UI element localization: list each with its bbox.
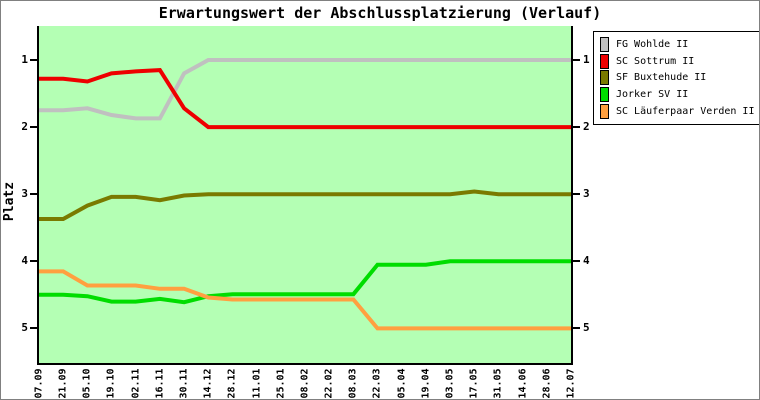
y-tick-mark-left [30,327,37,330]
series-line-sc-sottrum-ii [39,68,571,130]
x-tick-label-text: 19.04 [420,368,432,399]
y-tick-mark-right [573,59,580,61]
x-tick-label-text: 02.11 [130,368,142,399]
x-tick-label-text: 08.02 [299,368,311,399]
y-tick-label-right: 1 [583,53,590,66]
x-tick-label-text: 12.07 [565,368,577,399]
x-tick-label-text: 14.06 [517,368,529,399]
x-tick-label-text: 16.11 [154,368,166,399]
y-tick-label-right: 3 [583,187,590,201]
legend-label: SC Sottrum II [616,55,695,67]
series-line-sc-l-uferpaar-verden-ii [39,269,571,331]
y-tick-mark-left [30,59,37,61]
legend-label: SF Buxtehude II [616,72,707,84]
legend-swatch-icon [600,70,609,86]
y-tick-mark-right [573,260,580,263]
y-tick-mark-right [573,193,580,196]
x-tick-label-text: 05.10 [81,368,93,399]
y-tick-label-left: 2 [21,120,28,134]
x-tick-label-text: 22.03 [372,368,384,399]
x-tick-label-text: 30.11 [178,368,190,399]
legend-swatch-icon [600,36,609,52]
x-tick-label: 12.07 [554,368,588,399]
legend: FG Wohlde II SC Sottrum II SF Buxtehude II… [593,31,759,125]
series-line-sf-buxtehude-ii [39,189,571,221]
y-tick-label-left: 4 [21,254,28,268]
legend-item: SF Buxtehude II [600,70,755,86]
y-tick-label-right: 2 [583,120,590,134]
plot-area [37,26,573,365]
y-tick-mark-left [30,126,37,129]
x-tick-label-text: 08.03 [347,368,359,399]
x-tick-label-text: 19.10 [106,368,118,399]
x-tick-label-text: 17.05 [468,368,480,399]
x-tick-label-text: 05.04 [396,368,408,399]
x-tick-label-text: 11.01 [251,368,263,399]
y-tick-label-left: 3 [21,187,28,201]
y-tick-mark-right [573,327,580,330]
series-line-fg-wohlde-ii [39,58,571,121]
legend-item: SC Läuferpaar Verden II [600,104,755,120]
legend-swatch-icon [600,53,609,69]
series-lines [39,26,571,363]
y-tick-label-left: 1 [21,53,28,66]
x-tick-label-text: 07.09 [33,368,45,399]
x-tick-label-text: 25.01 [275,368,287,399]
x-tick-label-text: 28.06 [541,368,553,399]
y-tick-label-right: 4 [583,254,590,268]
x-tick-label-text: 03.05 [444,368,456,399]
x-tick-label-text: 22.02 [323,368,335,399]
legend-item: Jorker SV II [600,87,755,103]
x-tick-label-text: 31.05 [492,368,504,399]
chart-title: Erwartungswert der Abschlussplatzierung … [158,4,602,22]
y-tick-mark-left [30,193,37,196]
y-tick-label-right: 5 [583,321,590,335]
legend-item: SC Sottrum II [600,53,755,69]
y-tick-label-left: 5 [21,321,28,335]
series-line-jorker-sv-ii [39,259,571,305]
x-tick-label-text: 14.12 [202,368,214,399]
legend-swatch-icon [600,87,609,103]
legend-item: FG Wohlde II [600,36,755,52]
y-axis-title: Platz [1,166,19,236]
x-tick-label-text: 28.12 [226,368,238,399]
legend-label: SC Läuferpaar Verden II [616,106,755,118]
legend-label: FG Wohlde II [616,38,689,50]
legend-label: Jorker SV II [616,89,689,101]
y-tick-mark-right [573,126,580,129]
y-tick-mark-left [30,260,37,263]
legend-swatch-icon [600,104,609,120]
x-tick-label-text: 21.09 [57,368,69,399]
